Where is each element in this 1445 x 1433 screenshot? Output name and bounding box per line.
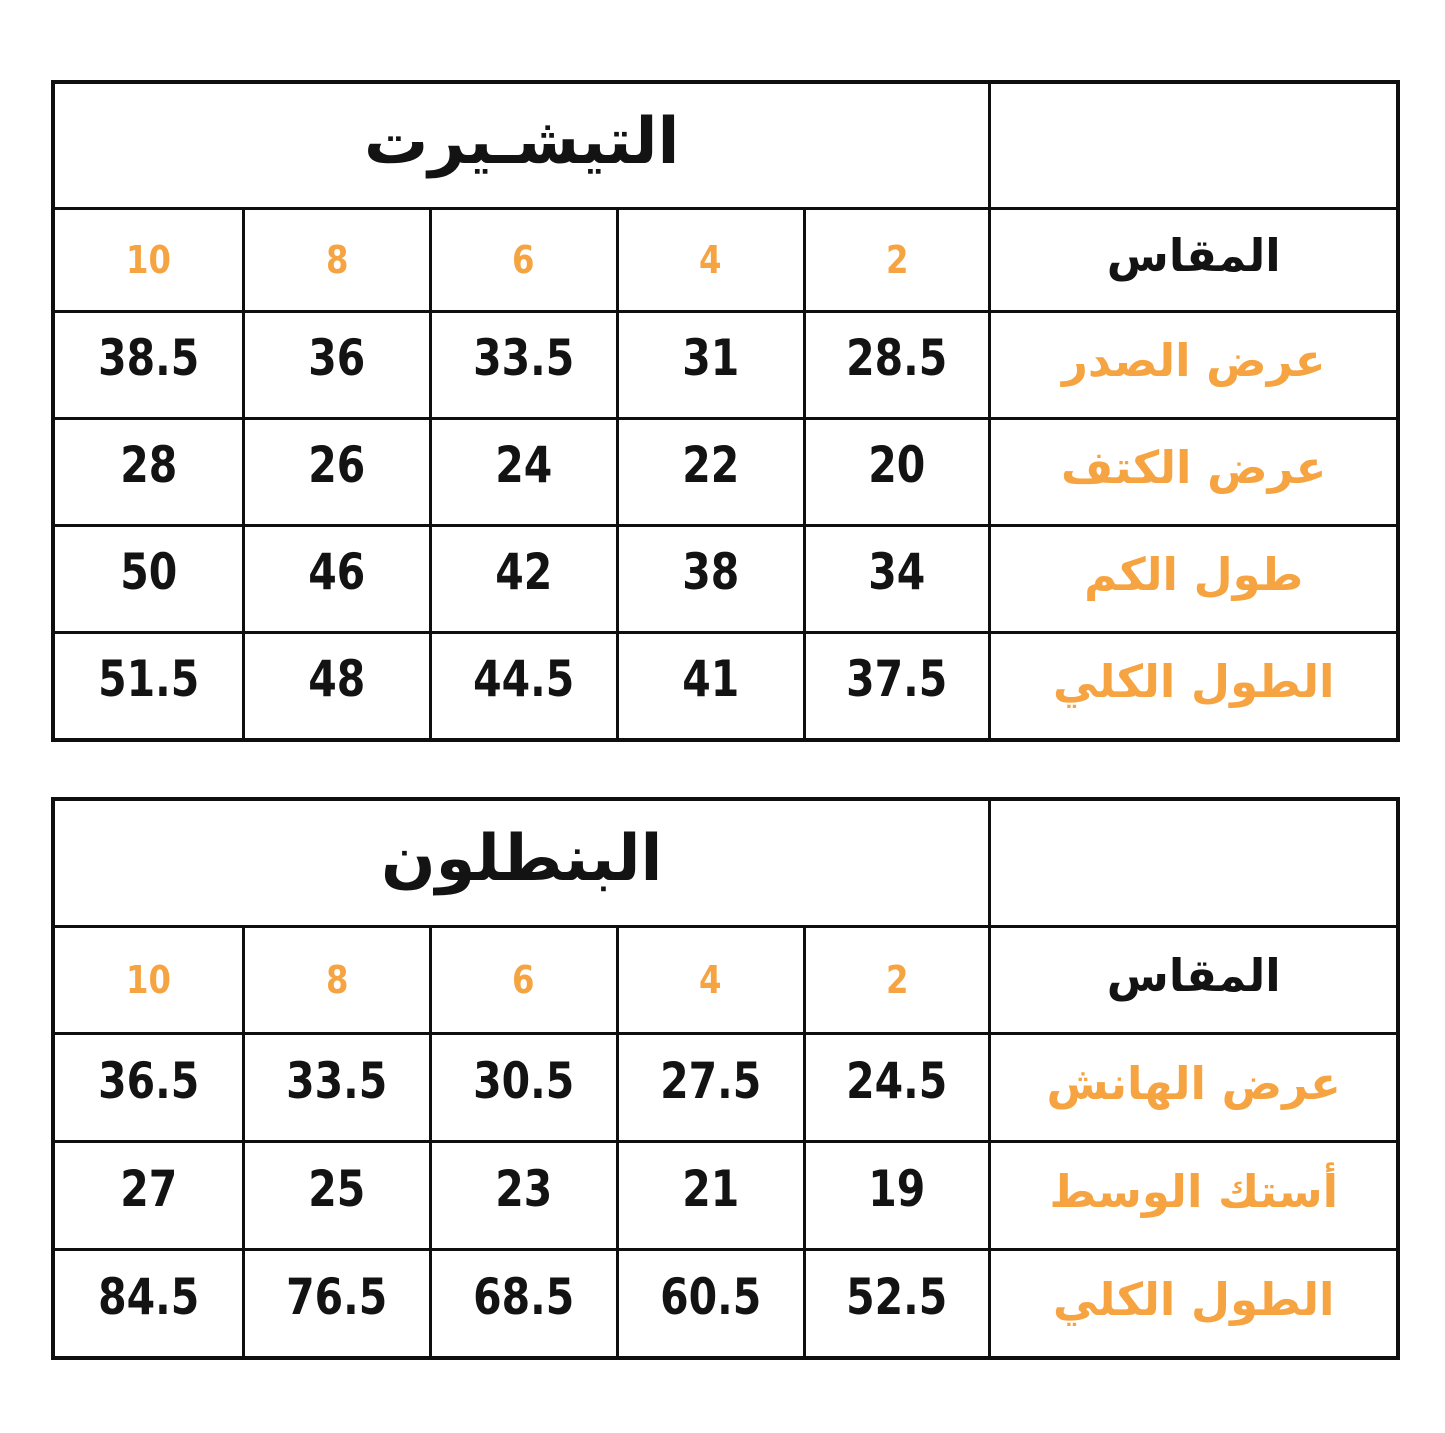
- pants-size-header-8: 8: [241, 925, 429, 1032]
- tshirt-total-value-6: 44.5: [428, 631, 616, 738]
- tshirt-shoulder-value-10: 28: [55, 417, 242, 524]
- tshirt-sleeve-value-4: 38: [615, 524, 803, 631]
- pants-total-value-6: 68.5: [428, 1248, 616, 1356]
- tshirt-size-header-label: المقاس: [988, 207, 1396, 310]
- tshirt-sleeve-value-6: 42: [428, 524, 616, 631]
- tshirt-size-header-4: 4: [615, 207, 803, 310]
- pants-total-value-10: 84.5: [55, 1248, 242, 1356]
- tshirt-shoulder-value-6: 24: [428, 417, 616, 524]
- tshirt-chest-width-label: عرض الصدر: [988, 310, 1396, 417]
- pants-hip-value-10: 36.5: [55, 1032, 242, 1140]
- pants-title-spacer: [988, 801, 1396, 925]
- pants-waist-value-6: 23: [428, 1140, 616, 1248]
- tshirt-chest-value-8: 36: [241, 310, 429, 417]
- tshirt-size-header-6: 6: [428, 207, 616, 310]
- tshirt-shoulder-value-2: 20: [802, 417, 989, 524]
- pants-hip-width-label: عرض الهانش: [988, 1032, 1396, 1140]
- tshirt-chest-value-6: 33.5: [428, 310, 616, 417]
- tshirt-total-length-label: الطول الكلي: [988, 631, 1396, 738]
- pants-size-header-6: 6: [428, 925, 616, 1032]
- tshirt-sleeve-value-10: 50: [55, 524, 242, 631]
- tshirt-title-cell: التيشـيرت: [55, 84, 988, 207]
- tshirt-sleeve-value-8: 46: [241, 524, 429, 631]
- pants-waist-elastic-label: أستك الوسط: [988, 1140, 1396, 1248]
- pants-total-length-label: الطول الكلي: [988, 1248, 1396, 1356]
- tshirt-size-header-2: 2: [802, 207, 989, 310]
- pants-waist-value-4: 21: [615, 1140, 803, 1248]
- tshirt-total-value-2: 37.5: [802, 631, 989, 738]
- pants-hip-value-2: 24.5: [802, 1032, 989, 1140]
- tshirt-size-table: التيشـيرت 10 8 6 4 2 المقاس 38.5 36 33.5…: [51, 80, 1400, 742]
- tshirt-shoulder-value-8: 26: [241, 417, 429, 524]
- pants-waist-value-2: 19: [802, 1140, 989, 1248]
- pants-waist-value-8: 25: [241, 1140, 429, 1248]
- tshirt-sleeve-value-2: 34: [802, 524, 989, 631]
- tshirt-sleeve-length-label: طول الكم: [988, 524, 1396, 631]
- tshirt-chest-value-4: 31: [615, 310, 803, 417]
- pants-size-header-2: 2: [802, 925, 989, 1032]
- pants-size-header-4: 4: [615, 925, 803, 1032]
- tshirt-size-header-10: 10: [55, 207, 242, 310]
- pants-waist-value-10: 27: [55, 1140, 242, 1248]
- pants-size-table: البنطلون 10 8 6 4 2 المقاس 36.5 33.5 30.…: [51, 797, 1400, 1360]
- pants-hip-value-6: 30.5: [428, 1032, 616, 1140]
- tshirt-total-value-4: 41: [615, 631, 803, 738]
- pants-title-cell: البنطلون: [55, 801, 988, 925]
- tshirt-total-value-10: 51.5: [55, 631, 242, 738]
- pants-hip-value-8: 33.5: [241, 1032, 429, 1140]
- tshirt-title: التيشـيرت: [363, 104, 680, 179]
- size-chart-page: التيشـيرت 10 8 6 4 2 المقاس 38.5 36 33.5…: [51, 80, 1400, 1360]
- pants-total-value-2: 52.5: [802, 1248, 989, 1356]
- tshirt-chest-value-2: 28.5: [802, 310, 989, 417]
- pants-total-value-8: 76.5: [241, 1248, 429, 1356]
- tshirt-chest-value-10: 38.5: [55, 310, 242, 417]
- tshirt-size-header-8: 8: [241, 207, 429, 310]
- pants-size-header-label: المقاس: [988, 925, 1396, 1032]
- pants-title: البنطلون: [380, 822, 663, 896]
- tshirt-total-value-8: 48: [241, 631, 429, 738]
- tshirt-shoulder-value-4: 22: [615, 417, 803, 524]
- pants-size-header-10: 10: [55, 925, 242, 1032]
- pants-hip-value-4: 27.5: [615, 1032, 803, 1140]
- tshirt-shoulder-width-label: عرض الكتف: [988, 417, 1396, 524]
- tshirt-title-spacer: [988, 84, 1396, 207]
- pants-total-value-4: 60.5: [615, 1248, 803, 1356]
